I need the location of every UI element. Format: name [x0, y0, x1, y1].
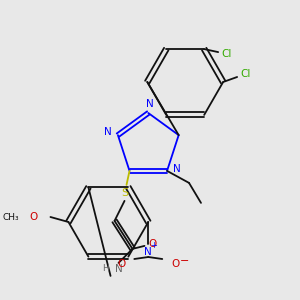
Text: S: S: [121, 188, 128, 198]
Text: Cl: Cl: [240, 69, 250, 79]
Text: N: N: [144, 247, 152, 257]
Text: O: O: [171, 259, 179, 269]
Text: O: O: [117, 259, 125, 269]
Text: −: −: [179, 256, 189, 266]
Text: H: H: [102, 264, 109, 273]
Text: +: +: [150, 242, 157, 250]
Text: N: N: [115, 264, 122, 274]
Text: Cl: Cl: [221, 49, 231, 59]
Text: O: O: [29, 212, 38, 222]
Text: O: O: [148, 239, 157, 249]
Text: N: N: [146, 99, 154, 109]
Text: N: N: [173, 164, 181, 174]
Text: CH₃: CH₃: [2, 212, 19, 221]
Text: N: N: [104, 127, 112, 137]
